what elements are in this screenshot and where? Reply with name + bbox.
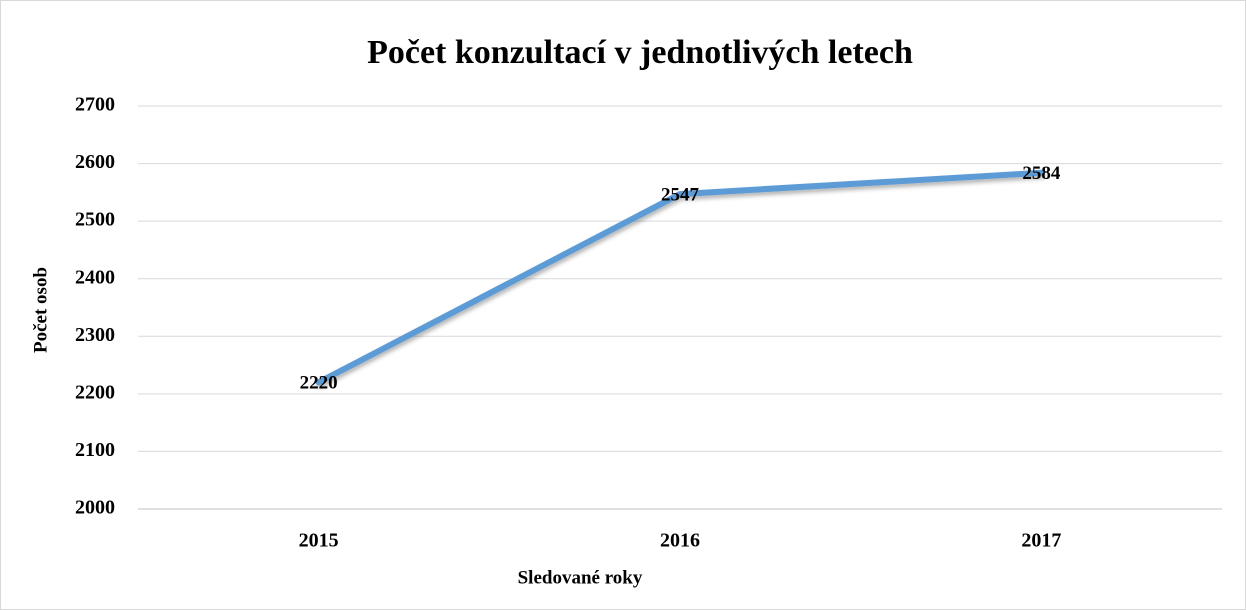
y-tick-label: 2500 xyxy=(75,209,115,231)
chart-title: Počet konzultací v jednotlivých letech xyxy=(367,34,913,71)
x-tick-label: 2016 xyxy=(660,530,700,552)
data-line xyxy=(315,169,1045,386)
x-tick-label: 2017 xyxy=(1021,530,1061,552)
y-tick-label: 2700 xyxy=(75,94,115,116)
x-axis-label: Sledované roky xyxy=(518,567,643,588)
data-label: 2584 xyxy=(1022,163,1061,184)
y-tick-label: 2200 xyxy=(75,381,115,403)
y-tick-label: 2100 xyxy=(75,439,115,461)
y-axis-label: Počet osob xyxy=(30,267,51,353)
y-tick-label: 2300 xyxy=(75,324,115,346)
y-tick-label: 2000 xyxy=(75,497,115,519)
x-tick-label: 2015 xyxy=(299,530,339,552)
y-tick-label: 2600 xyxy=(75,151,115,173)
data-label: 2547 xyxy=(661,184,700,205)
y-tick-label: 2400 xyxy=(75,266,115,288)
data-label: 2220 xyxy=(300,373,338,394)
